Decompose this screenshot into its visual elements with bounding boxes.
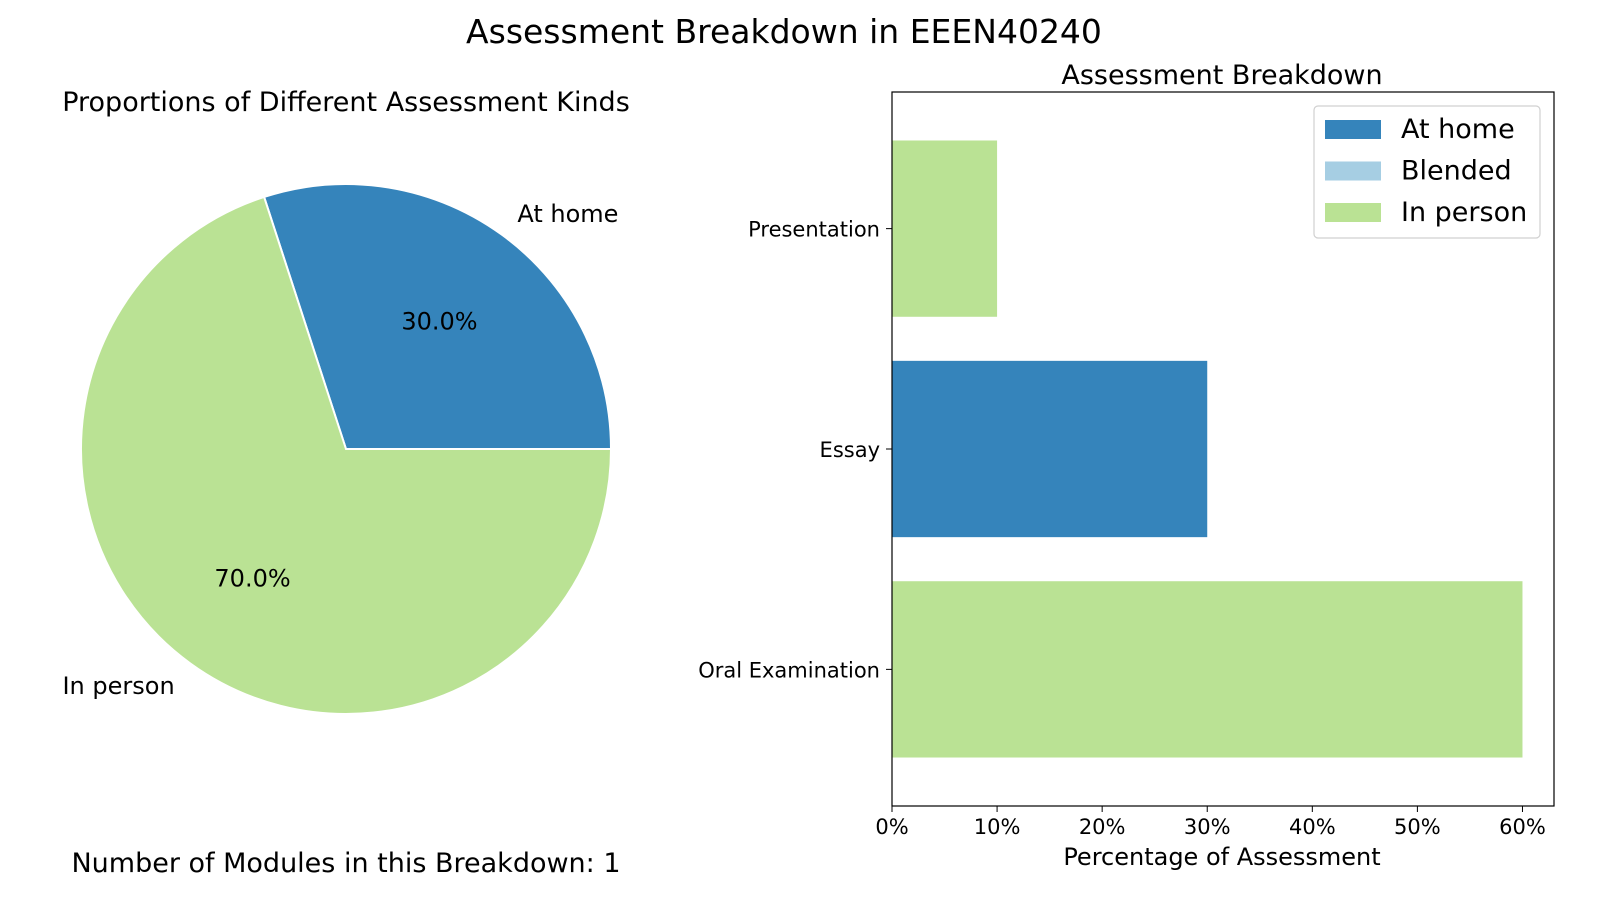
x-tick-label: 0% xyxy=(875,815,908,839)
pie-pct-label: 30.0% xyxy=(401,307,477,335)
bar-oral-examination xyxy=(892,581,1523,758)
x-tick-label: 40% xyxy=(1289,815,1336,839)
figure-title: Assessment Breakdown in EEEN40240 xyxy=(466,12,1102,51)
legend-swatch xyxy=(1325,120,1381,139)
y-tick-label: Oral Examination xyxy=(698,658,880,682)
pie-category-label: In person xyxy=(62,672,174,700)
pie-slice-at-home xyxy=(262,183,613,450)
legend-label: In person xyxy=(1401,197,1527,228)
x-tick-label: 60% xyxy=(1499,815,1546,839)
bar-presentation xyxy=(892,140,998,317)
bar-chart: Presentation Essay Oral Examination 0% 10% 20… xyxy=(698,91,1555,839)
bar-title: Assessment Breakdown xyxy=(1061,60,1382,91)
legend-swatch xyxy=(1325,161,1381,181)
x-tick-label: 10% xyxy=(974,815,1021,839)
y-tick-label: Presentation xyxy=(748,218,880,242)
pie-category-label: At home xyxy=(517,200,618,228)
pie-chart: 30.0% At home 70.0% In person xyxy=(62,183,618,715)
x-axis-label: Percentage of Assessment xyxy=(1063,843,1380,871)
pie-title: Proportions of Different Assessment Kind… xyxy=(62,87,630,118)
x-tick-label: 50% xyxy=(1394,815,1441,839)
x-tick-label: 20% xyxy=(1079,815,1126,839)
x-tick-label: 30% xyxy=(1184,815,1231,839)
legend: At home Blended In person xyxy=(1313,105,1541,239)
y-tick-label: Essay xyxy=(820,438,880,462)
legend-swatch xyxy=(1325,203,1381,222)
legend-label: At home xyxy=(1401,114,1515,145)
pie-slice-in-person xyxy=(80,195,613,715)
plot-frame xyxy=(891,91,1555,807)
legend-label: Blended xyxy=(1401,156,1512,187)
bar-essay xyxy=(892,360,1208,538)
modules-count-footer: Number of Modules in this Breakdown: 1 xyxy=(71,848,620,879)
pie-pct-label: 70.0% xyxy=(214,565,290,593)
